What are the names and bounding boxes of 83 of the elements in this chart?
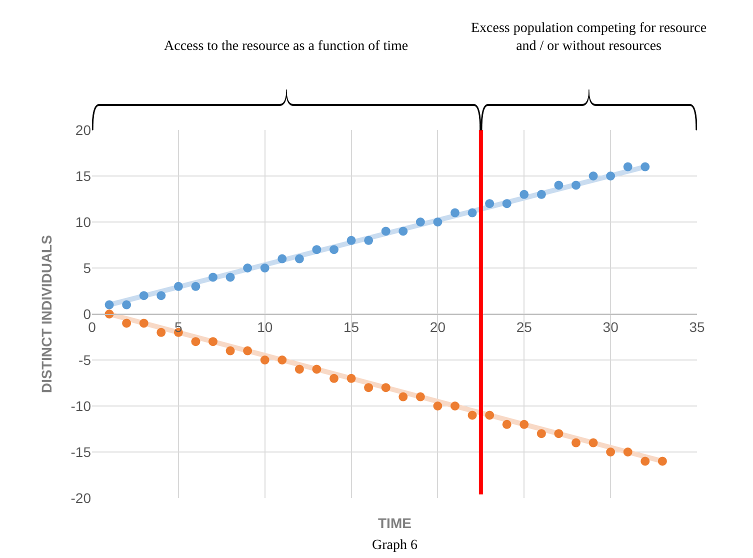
- point: [104, 300, 114, 310]
- point: [398, 226, 408, 236]
- x-tick-label: 15: [344, 318, 360, 335]
- point: [156, 291, 166, 300]
- point: [191, 337, 200, 346]
- point: [572, 438, 580, 448]
- point: [502, 420, 512, 429]
- point: [588, 172, 598, 180]
- point: [658, 456, 667, 466]
- point: [330, 245, 338, 254]
- point: [416, 392, 425, 402]
- point: [623, 162, 632, 172]
- point: [433, 402, 442, 410]
- point: [346, 374, 356, 383]
- x-tick-label: 25: [516, 318, 532, 335]
- point: [485, 410, 494, 420]
- point: [156, 328, 166, 337]
- point: [226, 272, 235, 282]
- point: [450, 208, 460, 218]
- y-tick-label: -5: [78, 352, 92, 368]
- point: [260, 356, 270, 364]
- point: [520, 420, 529, 429]
- point: [208, 272, 218, 282]
- point: [398, 392, 408, 402]
- point: [536, 429, 546, 438]
- point: [520, 190, 529, 199]
- point: [346, 236, 356, 245]
- point: [416, 218, 425, 226]
- point: [364, 236, 374, 245]
- point: [139, 318, 148, 328]
- y-tick-label: -15: [70, 444, 92, 460]
- point: [502, 199, 512, 208]
- point: [294, 254, 304, 264]
- x-tick-label: 35: [689, 318, 705, 335]
- point: [468, 410, 477, 420]
- point: [554, 180, 564, 190]
- text: Excess population competing for resource and / or without resources: [471, 21, 707, 54]
- point: [606, 448, 616, 456]
- caption: Graph 6: [372, 538, 418, 553]
- point: [381, 383, 390, 392]
- point: [588, 438, 598, 448]
- point: [139, 291, 148, 300]
- point: [623, 448, 632, 456]
- y-tick-label: 10: [75, 214, 92, 230]
- point: [260, 264, 270, 272]
- point: [191, 282, 200, 291]
- point: [312, 245, 322, 254]
- point: [122, 318, 132, 328]
- point: [278, 356, 287, 364]
- y-tick-label: -20: [70, 490, 92, 506]
- y-tick-label: -10: [70, 398, 92, 414]
- point: [208, 337, 218, 346]
- x-tick-label: 10: [257, 318, 273, 335]
- point: [364, 383, 374, 392]
- y-tick-label: 0: [83, 306, 92, 322]
- point: [554, 429, 564, 438]
- point: [640, 162, 650, 172]
- point: [485, 199, 494, 208]
- x-tick-label: 20: [430, 318, 446, 335]
- point: [450, 402, 460, 410]
- point: [278, 254, 287, 264]
- point: [226, 346, 235, 356]
- point: [381, 226, 390, 236]
- point: [536, 190, 546, 199]
- point: [312, 364, 322, 374]
- y-axis-title: DISTINCT INDIVIDUALS: [38, 235, 54, 393]
- point: [572, 180, 580, 190]
- x-axis-title: TIME: [378, 515, 412, 531]
- point: [606, 172, 616, 180]
- point: [122, 300, 132, 310]
- y-tick-label: 20: [75, 122, 92, 138]
- point: [243, 346, 252, 356]
- point: [174, 282, 183, 291]
- point: [243, 264, 252, 272]
- y-tick-label: 15: [75, 168, 92, 184]
- x-tick-label: 30: [602, 318, 619, 335]
- point: [294, 364, 304, 374]
- point: [433, 218, 442, 226]
- point: [330, 374, 338, 383]
- y-tick-label: 5: [83, 260, 92, 276]
- point: [468, 208, 477, 218]
- point: [640, 456, 650, 466]
- text: Access to the resource as a function of time: [164, 39, 408, 54]
